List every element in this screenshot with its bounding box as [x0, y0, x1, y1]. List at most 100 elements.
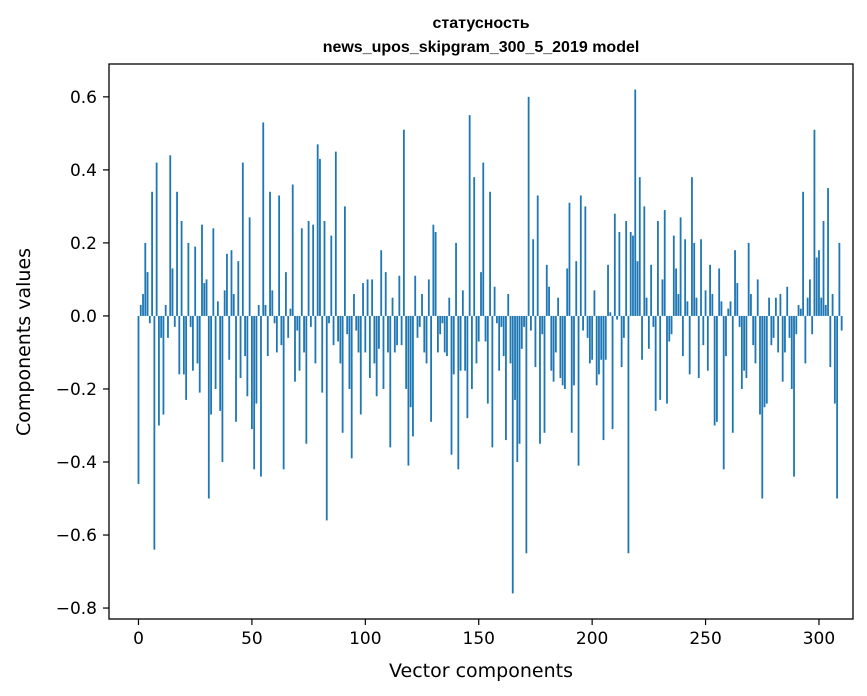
bar-127 [425, 315, 428, 364]
x-tick-label: 300 [803, 629, 835, 649]
bar-76 [309, 315, 312, 327]
bar-174 [532, 239, 535, 316]
bar-184 [554, 315, 557, 353]
bar-32 [210, 315, 212, 415]
bar-140 [455, 242, 457, 316]
bar-57 [266, 315, 269, 357]
bar-246 [695, 297, 698, 316]
bar-79 [316, 144, 319, 316]
bar-286 [786, 286, 789, 316]
bar-242 [686, 301, 689, 316]
bar-303 [824, 304, 827, 316]
bar-296 [809, 279, 811, 316]
bar-285 [784, 315, 786, 353]
bar-299 [815, 257, 818, 316]
bar-136 [446, 315, 448, 357]
bar-269 [747, 242, 750, 316]
bar-133 [439, 315, 442, 335]
bar-63 [280, 315, 283, 346]
bar-168 [518, 315, 521, 444]
plot-frame [108, 63, 854, 620]
bar-193 [575, 261, 578, 316]
bar-30 [205, 279, 208, 316]
bar-245 [693, 242, 696, 316]
bar-298 [813, 129, 816, 316]
bar-69 [294, 315, 296, 382]
bar-288 [790, 315, 793, 389]
y-tick-label: 0.4 [70, 161, 97, 181]
bar-96 [355, 315, 358, 331]
bar-196 [582, 315, 584, 331]
bar-125 [421, 294, 423, 316]
bar-248 [700, 239, 702, 316]
bar-102 [368, 315, 371, 379]
bar-258 [722, 315, 725, 470]
x-axis-label: Vector components [389, 660, 573, 682]
bar-240 [681, 315, 684, 357]
bar-59 [271, 290, 274, 316]
bar-148 [473, 177, 476, 316]
bar-156 [491, 315, 494, 448]
bar-199 [588, 315, 591, 364]
bar-103 [371, 279, 374, 316]
bar-228 [654, 315, 657, 411]
bar-251 [706, 315, 709, 371]
bar-8 [155, 162, 158, 316]
bar-236 [672, 235, 675, 316]
bar-14 [169, 155, 172, 316]
bar-239 [679, 217, 682, 316]
bar-229 [657, 221, 659, 316]
bar-306 [831, 294, 834, 316]
bar-195 [579, 195, 582, 316]
bar-301 [820, 297, 823, 316]
bar-130 [432, 224, 435, 316]
bar-120 [409, 315, 412, 408]
bar-75 [307, 221, 310, 316]
bar-53 [257, 304, 260, 316]
bar-177 [539, 315, 541, 444]
bar-39 [226, 253, 228, 316]
bar-137 [448, 297, 451, 316]
bar-2 [142, 294, 144, 316]
bar-7 [153, 315, 156, 550]
bar-121 [412, 315, 414, 437]
y-tick-label: 0.6 [70, 88, 97, 108]
bar-204 [600, 315, 603, 360]
bar-38 [223, 290, 226, 316]
bar-117 [402, 129, 405, 316]
bar-97 [357, 315, 360, 353]
bar-31 [207, 315, 210, 499]
bar-99 [362, 283, 364, 316]
bar-55 [262, 122, 265, 316]
bar-15 [171, 268, 174, 316]
bar-115 [398, 275, 401, 316]
bar-254 [713, 315, 716, 426]
bar-66 [287, 315, 290, 338]
bar-28 [201, 224, 203, 316]
bar-292 [799, 308, 802, 316]
bar-51 [253, 315, 256, 470]
bar-82 [323, 221, 326, 316]
bar-143 [461, 290, 464, 316]
bar-185 [557, 297, 560, 316]
bar-305 [829, 315, 832, 368]
bar-205 [602, 315, 605, 441]
bar-113 [393, 315, 396, 353]
bar-series [137, 89, 843, 594]
bar-71 [298, 315, 301, 371]
bar-182 [550, 315, 553, 371]
bar-91 [344, 206, 346, 316]
bar-151 [480, 272, 482, 316]
bar-295 [806, 297, 809, 316]
bar-21 [185, 315, 188, 400]
bar-231 [661, 279, 664, 316]
bar-214 [623, 315, 625, 338]
bar-83 [325, 315, 328, 521]
bar-291 [797, 304, 800, 316]
bar-5 [148, 315, 151, 324]
y-tick-label: −0.4 [56, 453, 97, 473]
bar-93 [348, 315, 351, 389]
bar-309 [838, 242, 841, 316]
bar-223 [643, 206, 646, 316]
bar-188 [564, 315, 566, 389]
